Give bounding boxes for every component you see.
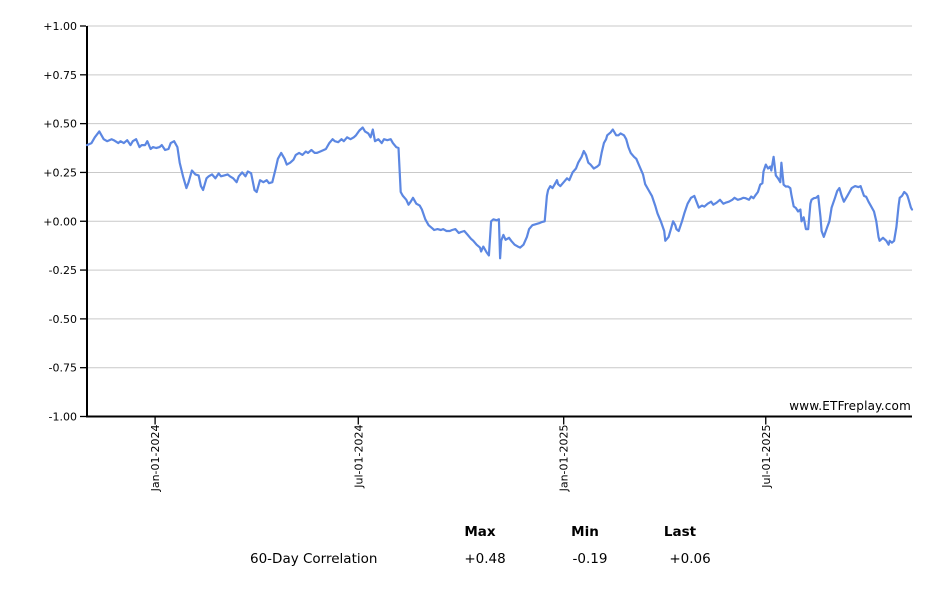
x-axis-label: Jul-01-2024 bbox=[352, 425, 365, 489]
stats-header-max: Max bbox=[464, 524, 496, 540]
stats-value-min: -0.19 bbox=[572, 551, 608, 567]
stats-header-min: Min bbox=[571, 524, 599, 540]
axes bbox=[80, 25, 912, 425]
series-row-label: 60-Day Correlation bbox=[250, 551, 378, 567]
y-axis-label: +1.00 bbox=[43, 20, 77, 33]
correlation-line-chart: +1.00 +0.75 +0.50 +0.25 +0.00 -0.25 -0.50 -0.75… bbox=[43, 20, 914, 492]
stats-value-last: +0.06 bbox=[669, 551, 711, 567]
series bbox=[85, 126, 914, 260]
y-axis-label: +0.75 bbox=[43, 69, 77, 82]
y-axis-label: -0.25 bbox=[49, 264, 77, 277]
y-axis-label: +0.25 bbox=[43, 166, 77, 179]
axis-labels: +1.00 +0.75 +0.50 +0.25 +0.00 -0.25 -0.50 -0.75… bbox=[43, 20, 772, 492]
correlation-series-line bbox=[85, 126, 914, 260]
etfreplay-watermark: www.ETFreplay.com bbox=[789, 399, 911, 413]
y-axis-label: -1.00 bbox=[49, 411, 77, 424]
y-axis-label: -0.50 bbox=[49, 313, 77, 326]
x-axis-label: Jan-01-2024 bbox=[149, 425, 162, 493]
stats-header-last: Last bbox=[663, 524, 697, 540]
stats-value-max: +0.48 bbox=[464, 551, 506, 567]
y-axis-label: -0.75 bbox=[49, 362, 77, 375]
y-axis-label: +0.00 bbox=[43, 215, 77, 228]
gridlines bbox=[87, 25, 912, 369]
y-axis-label: +0.50 bbox=[43, 118, 77, 131]
x-axis-label: Jan-01-2025 bbox=[558, 425, 571, 493]
x-axis-label: Jul-01-2025 bbox=[760, 425, 773, 489]
